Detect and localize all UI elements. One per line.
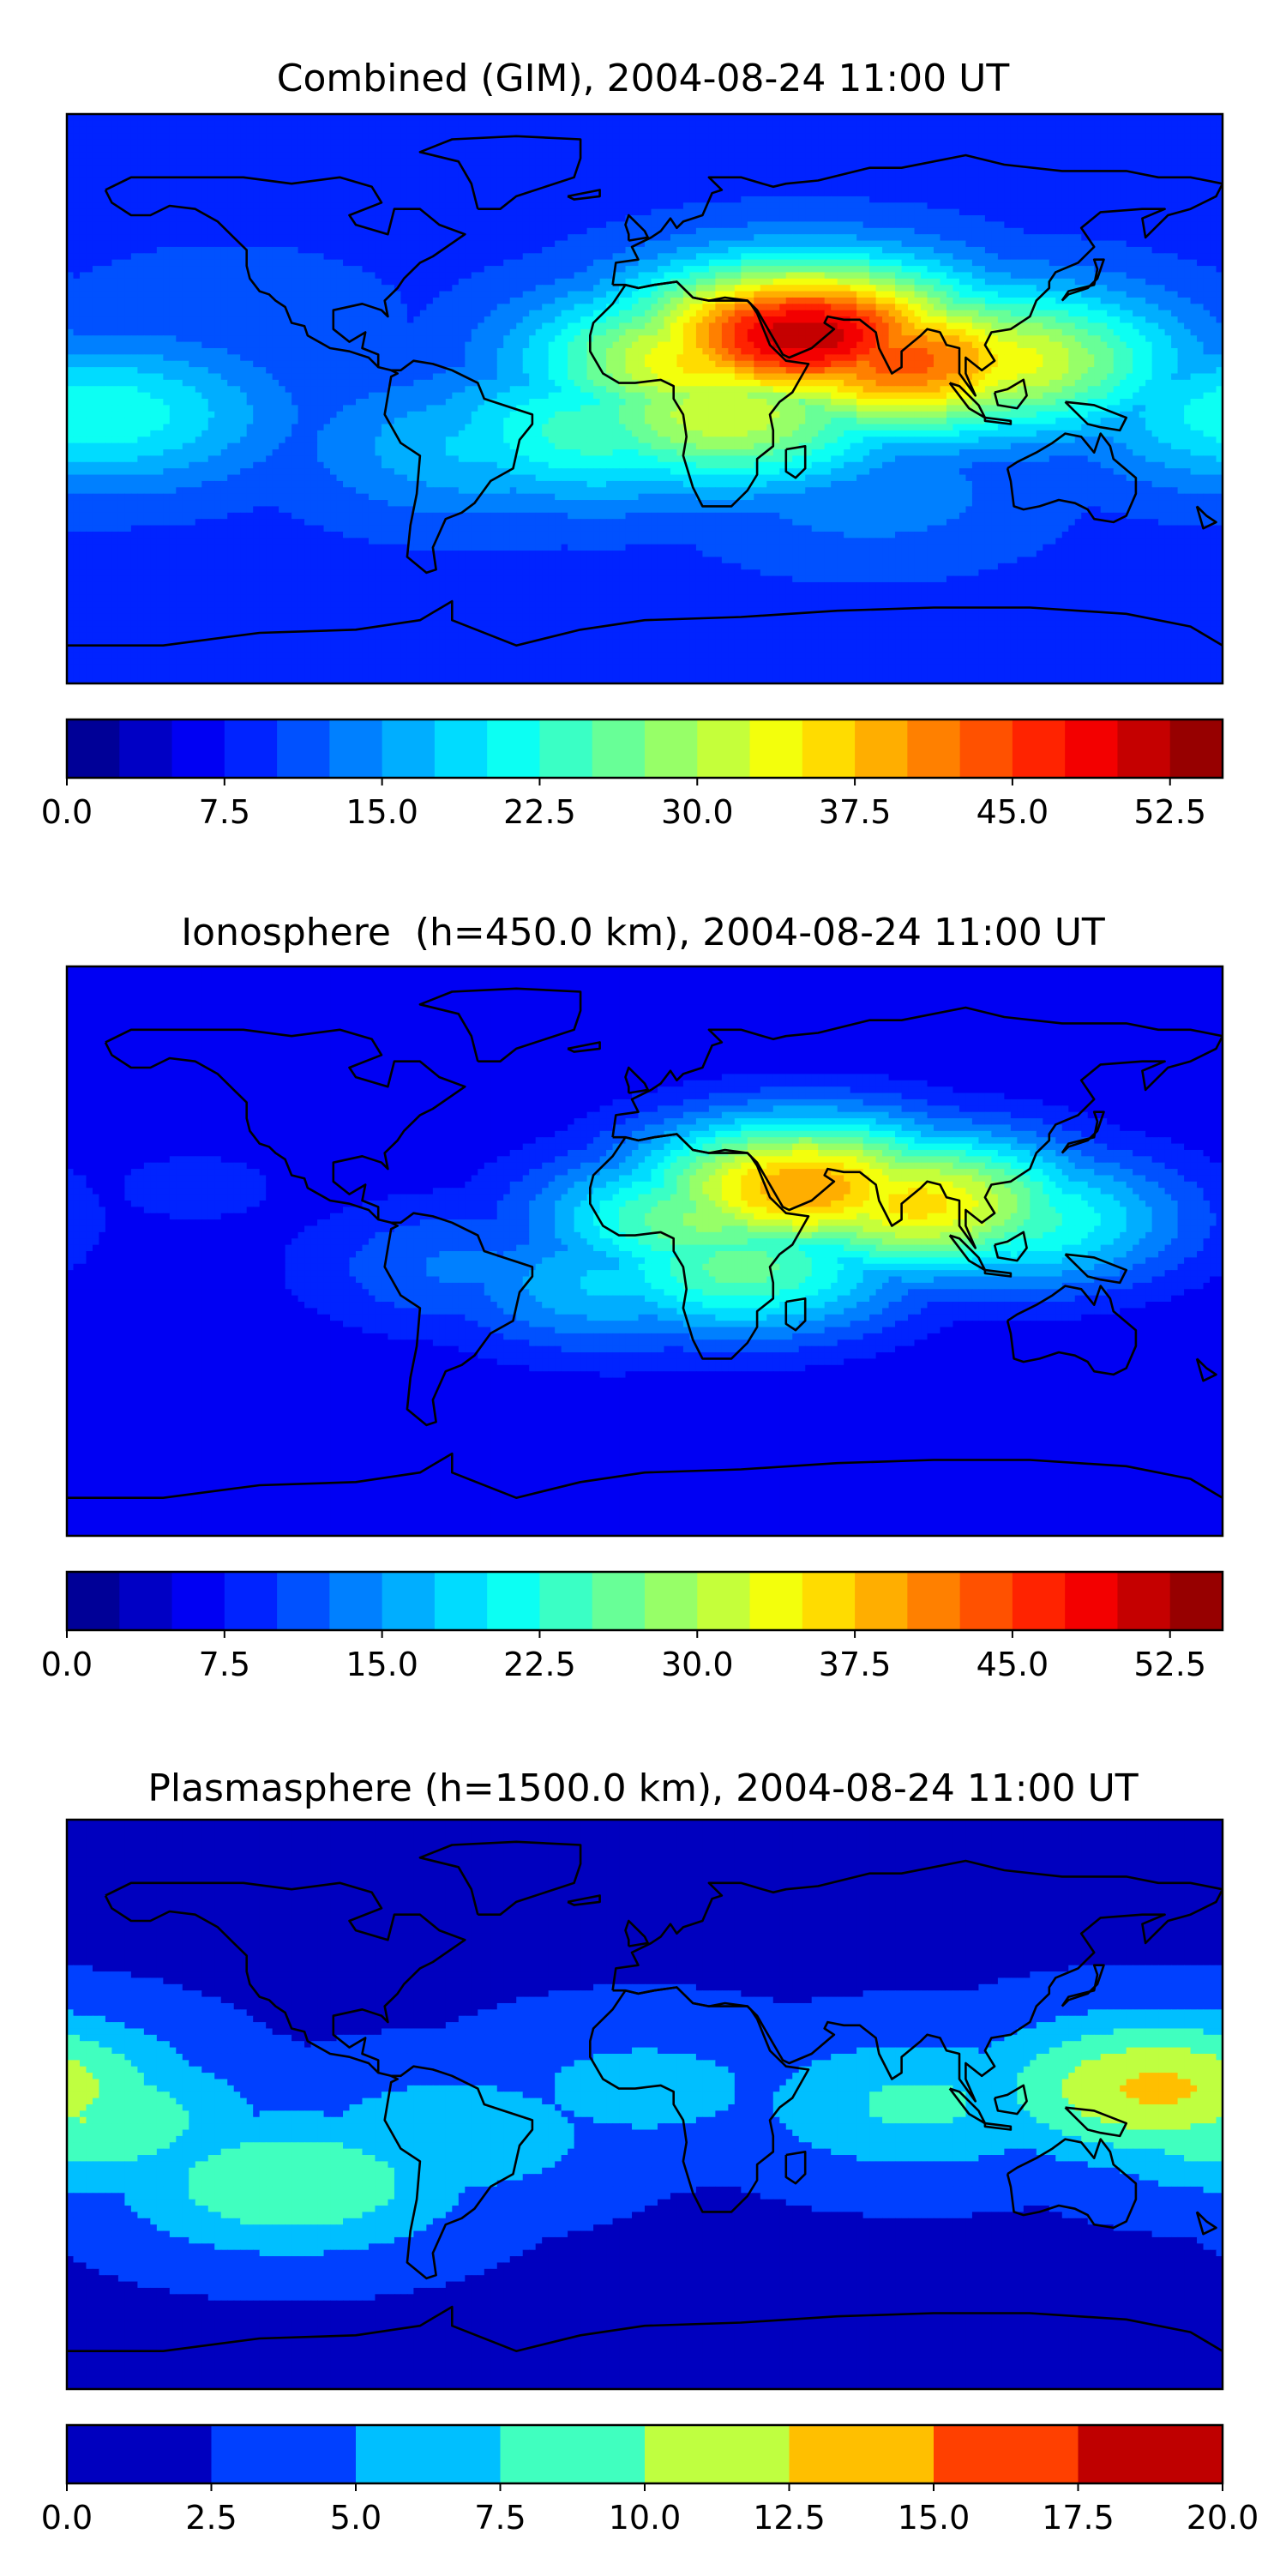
colorbar-band (487, 719, 540, 778)
colorbar-band (225, 1572, 278, 1630)
colorbar-tick-label: 7.5 (474, 2499, 526, 2537)
colorbar-band (277, 719, 330, 778)
colorbar-band (67, 1572, 120, 1630)
colorbar-tick-label: 22.5 (503, 793, 576, 831)
colorbar-tick-label: 37.5 (819, 793, 892, 831)
contour-field-2 (67, 1820, 1223, 2390)
colorbar-band (1170, 719, 1223, 778)
colorbar-band (435, 1572, 488, 1630)
colorbar-band (435, 719, 488, 778)
colorbar-band (645, 719, 698, 778)
colorbar-band (907, 719, 960, 778)
colorbar-tick-label: 5.0 (330, 2499, 382, 2537)
colorbar-band (1170, 1572, 1223, 1630)
colorbar-band (1079, 2425, 1223, 2483)
colorbar-band (382, 1572, 436, 1630)
colorbar-tick-label: 52.5 (1133, 1646, 1206, 1683)
colorbar-band (539, 719, 592, 778)
contour-field-0 (67, 114, 1223, 684)
colorbar-band (1065, 719, 1118, 778)
colorbar-band (382, 719, 436, 778)
colorbar-band (67, 2425, 212, 2483)
colorbar-band (855, 1572, 908, 1630)
colorbar-tick-label: 45.0 (977, 1646, 1049, 1683)
map-panel-1 (67, 966, 1223, 1537)
colorbar-tick-label: 52.5 (1133, 793, 1206, 831)
colorbar-band (356, 2425, 501, 2483)
colorbar-band (1117, 1572, 1170, 1630)
colorbar-band (1013, 719, 1066, 778)
colorbar-tick-label: 0.0 (41, 793, 93, 831)
panel-title-combined: Combined (GIM), 2004-08-24 11:00 UT (0, 57, 1286, 101)
colorbar-tick-label: 17.5 (1042, 2499, 1115, 2537)
contour-field-1 (67, 966, 1223, 1537)
colorbar-band (934, 2425, 1079, 2483)
colorbar-tick-label: 10.0 (609, 2499, 682, 2537)
panel-title-plasmasphere: Plasmasphere (h=1500.0 km), 2004-08-24 1… (0, 1766, 1286, 1811)
map-panel-0 (67, 114, 1223, 684)
colorbar-band (487, 1572, 540, 1630)
colorbar-band (501, 2425, 646, 2483)
colorbar-band (329, 1572, 382, 1630)
colorbar-band (790, 2425, 934, 2483)
colorbar-band (329, 719, 382, 778)
colorbar-band (960, 1572, 1013, 1630)
colorbar-2 (67, 2425, 1223, 2491)
colorbar-band (855, 719, 908, 778)
colorbar-0 (67, 719, 1223, 785)
colorbar-tick-label: 20.0 (1187, 2499, 1259, 2537)
colorbar-band (67, 719, 120, 778)
colorbar-band (225, 719, 278, 778)
colorbar-band (172, 719, 225, 778)
colorbar-tick-label: 37.5 (819, 1646, 892, 1683)
colorbar-band (750, 1572, 803, 1630)
colorbar-tick-label: 0.0 (41, 2499, 93, 2537)
colorbar-band (802, 1572, 856, 1630)
colorbar-band (750, 719, 803, 778)
colorbar-band (645, 1572, 698, 1630)
colorbar-band (802, 719, 856, 778)
colorbar-tick-label: 2.5 (185, 2499, 237, 2537)
colorbar-band (907, 1572, 960, 1630)
map-panel-2 (67, 1820, 1223, 2390)
colorbar-tick-label: 12.5 (753, 2499, 826, 2537)
colorbar-band (539, 1572, 592, 1630)
colorbar-1 (67, 1572, 1223, 1638)
colorbar-band (119, 1572, 172, 1630)
colorbar-tick-label: 7.5 (199, 1646, 250, 1683)
colorbar-tick-label: 7.5 (199, 793, 250, 831)
colorbar-band (1117, 719, 1170, 778)
colorbar-band (697, 719, 750, 778)
colorbar-tick-label: 30.0 (661, 1646, 734, 1683)
panel-title-ionosphere: Ionosphere (h=450.0 km), 2004-08-24 11:0… (0, 911, 1286, 955)
colorbar-tick-label: 0.0 (41, 1646, 93, 1683)
colorbar-tick-label: 45.0 (977, 793, 1049, 831)
colorbar-band (592, 719, 646, 778)
colorbar-band (592, 1572, 646, 1630)
colorbar-band (119, 719, 172, 778)
colorbar-band (172, 1572, 225, 1630)
colorbar-tick-label: 22.5 (503, 1646, 576, 1683)
colorbar-tick-label: 15.0 (346, 793, 418, 831)
colorbar-band (697, 1572, 750, 1630)
colorbar-tick-label: 15.0 (346, 1646, 418, 1683)
colorbar-band (645, 2425, 790, 2483)
colorbar-tick-label: 15.0 (898, 2499, 971, 2537)
colorbar-band (1065, 1572, 1118, 1630)
colorbar-band (277, 1572, 330, 1630)
colorbar-band (960, 719, 1013, 778)
colorbar-band (1013, 1572, 1066, 1630)
colorbar-tick-label: 30.0 (661, 793, 734, 831)
colorbar-band (212, 2425, 357, 2483)
